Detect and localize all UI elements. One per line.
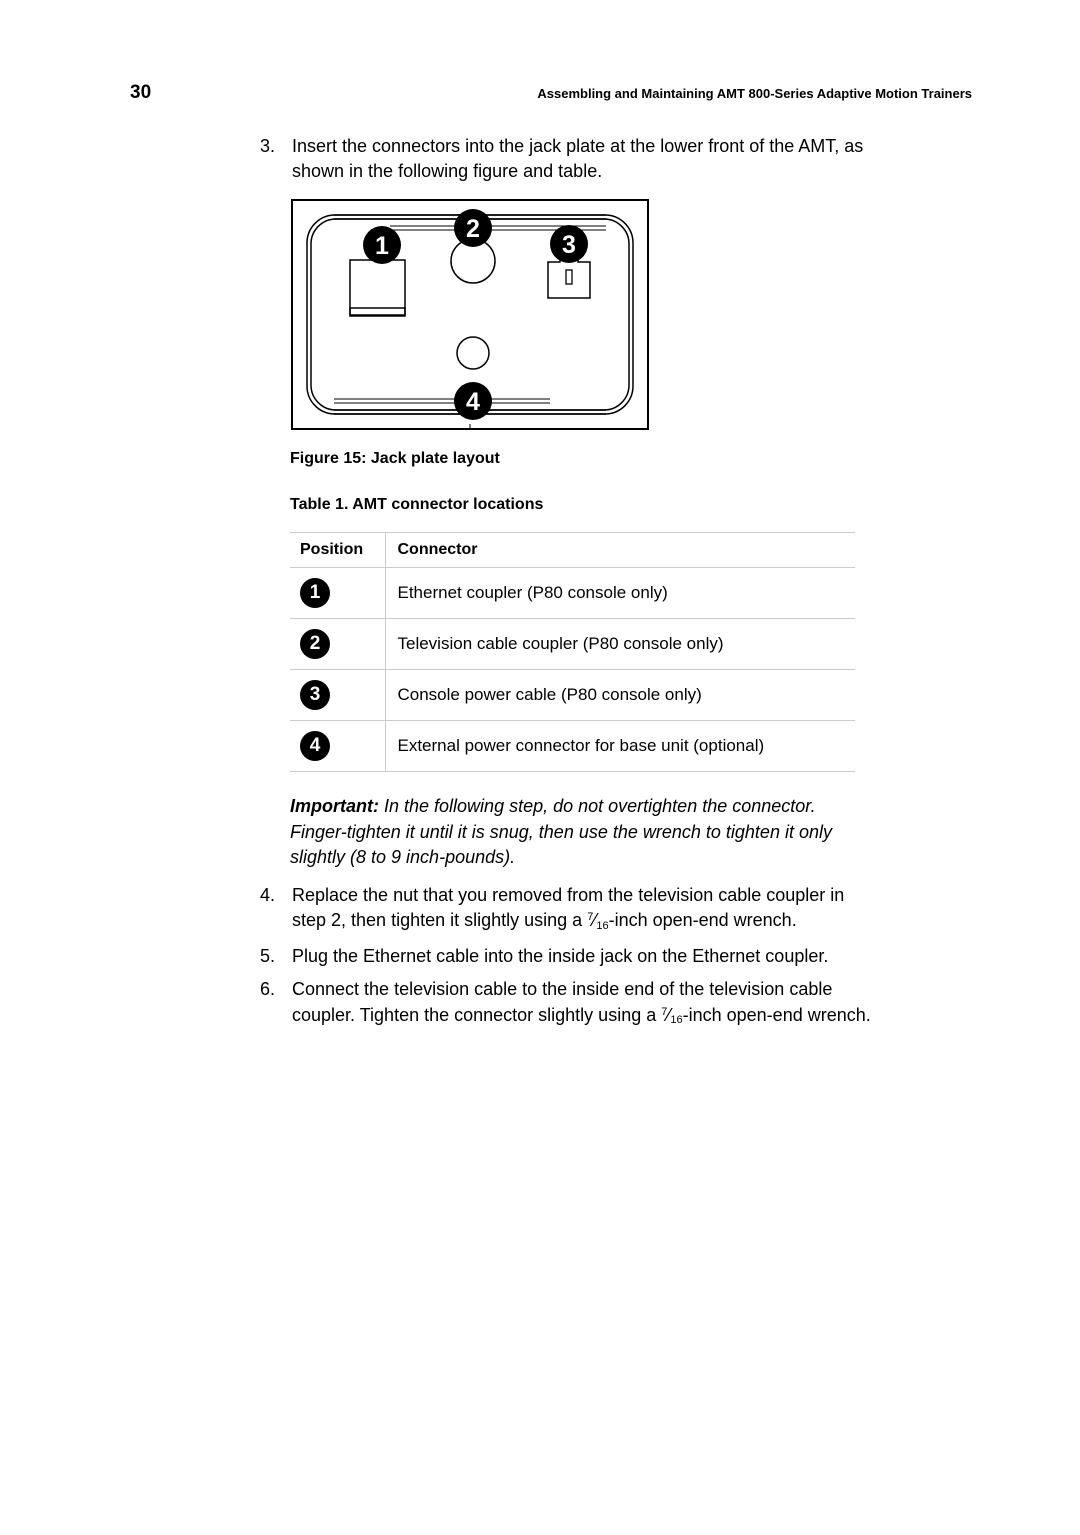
callout-2-label: 2 [466,215,480,243]
step-number: 5. [260,944,292,969]
page: 30 Assembling and Maintaining AMT 800-Se… [0,0,1080,1031]
jack-plate-diagram: 1 2 3 4 [290,198,650,431]
step-text: Connect the television cable to the insi… [292,977,880,1030]
table-row: 2 Television cable coupler (P80 console … [290,619,855,670]
callout-4-label: 4 [466,388,480,416]
step-6: 6. Connect the television cable to the i… [260,977,880,1030]
step-3: 3. Insert the connectors into the jack p… [260,134,880,184]
figure-caption: Figure 15: Jack plate layout [290,450,880,468]
step-5: 5. Plug the Ethernet cable into the insi… [260,944,880,969]
running-title: Assembling and Maintaining AMT 800-Serie… [537,86,972,101]
position-badge: 2 [300,629,330,659]
important-label: Important: [290,796,379,816]
position-badge: 3 [300,680,330,710]
step-4: 4. Replace the nut that you removed from… [260,883,880,936]
callout-1-label: 1 [375,232,389,260]
step-number: 6. [260,977,292,1030]
content-body: 3. Insert the connectors into the jack p… [260,134,880,1031]
connector-desc: Ethernet coupler (P80 console only) [385,568,855,619]
page-number: 30 [130,82,151,104]
table-row: 4 External power connector for base unit… [290,721,855,772]
position-badge: 4 [300,731,330,761]
table-caption: Table 1. AMT connector locations [290,496,880,514]
table-row: 1 Ethernet coupler (P80 console only) [290,568,855,619]
step-number: 4. [260,883,292,936]
step-text: Replace the nut that you removed from th… [292,883,880,936]
col-connector: Connector [385,533,855,568]
connector-desc: Television cable coupler (P80 console on… [385,619,855,670]
connector-desc: Console power cable (P80 console only) [385,670,855,721]
connector-table: Position Connector 1 Ethernet coupler (P… [290,532,855,772]
step-number: 3. [260,134,292,184]
jack-plate-figure: 1 2 3 4 [290,198,880,436]
step-text: Insert the connectors into the jack plat… [292,134,880,184]
connector-desc: External power connector for base unit (… [385,721,855,772]
important-note: Important: In the following step, do not… [290,794,850,871]
table-row: 3 Console power cable (P80 console only) [290,670,855,721]
callout-3-label: 3 [562,231,576,259]
step-text: Plug the Ethernet cable into the inside … [292,944,828,969]
col-position: Position [290,533,385,568]
position-badge: 1 [300,578,330,608]
page-header: 30 Assembling and Maintaining AMT 800-Se… [130,82,972,104]
